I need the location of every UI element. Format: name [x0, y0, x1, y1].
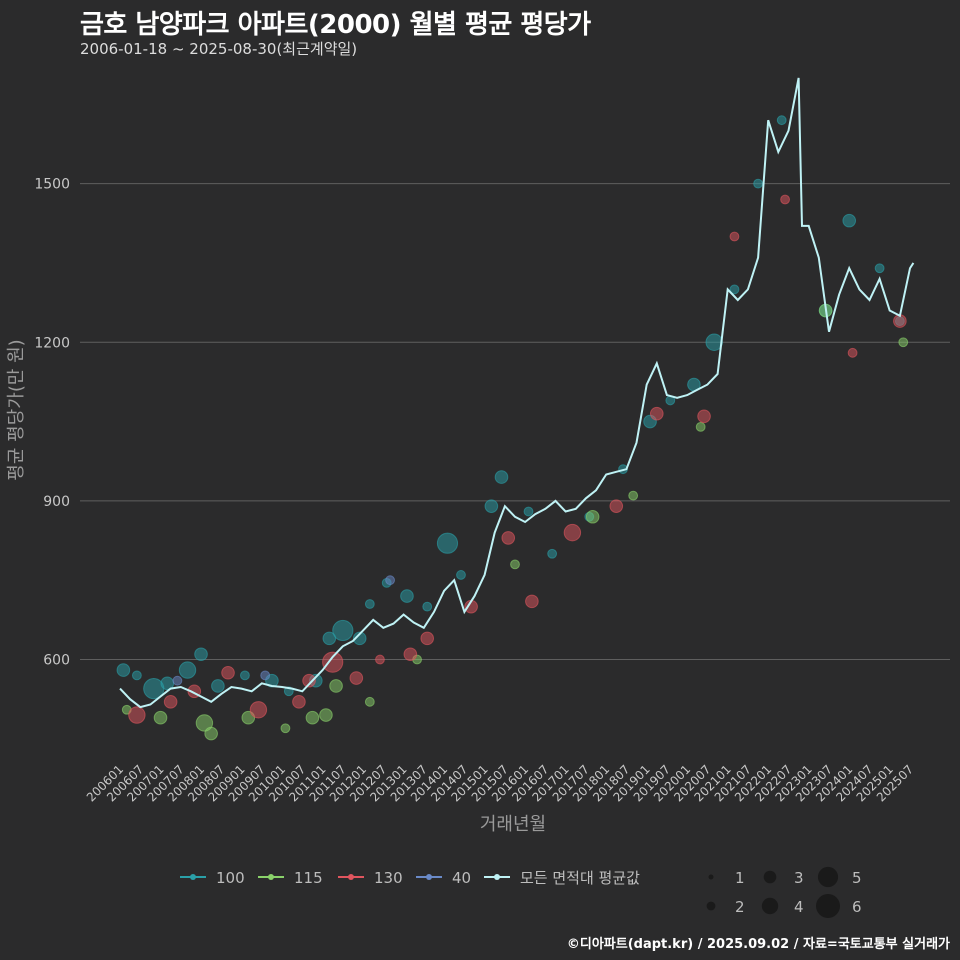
- legend-label: 40: [452, 869, 471, 887]
- bubble-115: [153, 710, 168, 725]
- size-legend-circle: [763, 870, 777, 884]
- page-subtitle: 2006-01-18 ~ 2025-08-30(최근계약일): [80, 40, 358, 58]
- bubble-115: [195, 714, 214, 732]
- legend-label: 115: [294, 869, 323, 887]
- size-legend-label: 5: [852, 869, 862, 887]
- average-line-layer: [119, 77, 915, 709]
- bubble-100: [547, 548, 558, 559]
- size-legend-label: 3: [794, 869, 804, 887]
- y-tick-label: 1200: [34, 335, 70, 351]
- size-legend-label: 4: [794, 898, 804, 916]
- bubble-100: [332, 619, 354, 642]
- bubble-130: [525, 594, 539, 609]
- bubble-100: [364, 599, 375, 609]
- bubble-115: [898, 337, 909, 348]
- bubble-100: [240, 670, 250, 681]
- size-legend-circle: [706, 901, 716, 911]
- average-price-line: [119, 77, 915, 709]
- bubble-40: [172, 675, 183, 686]
- bubble-100: [494, 470, 509, 484]
- bubble-130: [780, 194, 790, 205]
- bubble-100: [194, 647, 208, 662]
- legend-key-dot: [426, 874, 432, 880]
- bubble-130: [563, 523, 582, 542]
- bubble-100: [422, 601, 433, 612]
- size-legend-circle: [816, 894, 840, 918]
- y-axis-label: 평균 평당가(만 원): [6, 339, 27, 480]
- x-tick-labels: 2006012006072007012007072008012008072009…: [84, 762, 916, 804]
- bubble-130: [729, 231, 740, 242]
- y-tick-label: 600: [43, 653, 70, 669]
- legend-label: 100: [216, 869, 245, 887]
- bubble-115: [280, 723, 291, 734]
- bubble-115: [510, 559, 520, 570]
- size-legend-label: 2: [735, 898, 745, 916]
- size-legend-circle: [708, 874, 714, 880]
- x-axis-label: 거래년월: [480, 814, 546, 835]
- bubble-100: [352, 631, 367, 646]
- bubble-40: [385, 575, 395, 586]
- bubble-115: [695, 421, 706, 432]
- legend: 100 115 130 40 모든 면적대 평균값 1 2 3 4 5 6: [180, 866, 862, 918]
- legend-label: 130: [374, 869, 403, 887]
- bubble-130: [221, 665, 235, 680]
- bubble-100: [729, 284, 740, 295]
- y-tick-labels: 600 900 1200 1500: [34, 177, 70, 669]
- bubble-100: [776, 115, 787, 126]
- y-tick-label: 1500: [34, 177, 70, 193]
- y-tick-label: 900: [43, 494, 70, 510]
- size-legend-label: 1: [735, 869, 745, 887]
- bubble-115: [305, 710, 320, 725]
- bubble-115: [204, 726, 218, 741]
- size-legend-circle: [761, 897, 779, 915]
- bubble-130: [128, 706, 146, 724]
- footer-credit: ©디아파트(dapt.kr) / 2025.09.02 / 자료=국토교통부 실…: [566, 937, 950, 952]
- legend-key-dot: [190, 874, 196, 880]
- legend-key-dot: [268, 874, 274, 880]
- bubble-40: [260, 670, 271, 681]
- bubble-130: [249, 701, 268, 719]
- bubble-115: [364, 696, 375, 707]
- bubble-130: [649, 406, 664, 421]
- bubble-100: [753, 178, 763, 189]
- bubble-100: [131, 670, 142, 681]
- bubble-130: [403, 647, 418, 662]
- bubble-130: [609, 499, 624, 513]
- bubble-130: [697, 409, 711, 424]
- bubble-layer: [116, 115, 909, 741]
- bubble-100: [178, 661, 197, 679]
- bubble-115: [628, 490, 639, 501]
- bubble-100: [211, 679, 225, 693]
- bubble-100: [436, 532, 459, 554]
- bubble-130: [420, 631, 435, 646]
- bubble-100: [523, 506, 534, 517]
- legend-key-dot: [494, 874, 500, 880]
- bubble-130: [349, 671, 364, 685]
- bubble-100: [116, 663, 131, 677]
- bubble-100: [874, 263, 885, 274]
- page-title: 금호 남양파크 아파트(2000) 월별 평균 평당가: [80, 10, 591, 40]
- legend-label: 모든 면적대 평균값: [520, 869, 640, 887]
- size-legend-circle: [817, 866, 839, 888]
- bubble-100: [400, 589, 414, 603]
- bubble-130: [292, 695, 306, 709]
- bubble-115: [329, 679, 343, 693]
- bubble-130: [375, 654, 385, 665]
- bubble-100: [322, 631, 337, 646]
- bubble-130: [847, 347, 858, 358]
- bubble-130: [501, 531, 516, 545]
- legend-key-dot: [348, 874, 354, 880]
- bubble-115: [585, 509, 600, 524]
- bubble-100: [484, 499, 499, 513]
- size-legend-label: 6: [852, 898, 862, 916]
- bubble-115: [319, 708, 333, 722]
- bubble-130: [322, 651, 344, 673]
- bubble-100: [456, 570, 466, 580]
- bubble-100: [842, 213, 857, 228]
- bubble-130: [302, 673, 316, 688]
- bubble-130: [163, 695, 178, 709]
- grid-lines: [80, 183, 950, 661]
